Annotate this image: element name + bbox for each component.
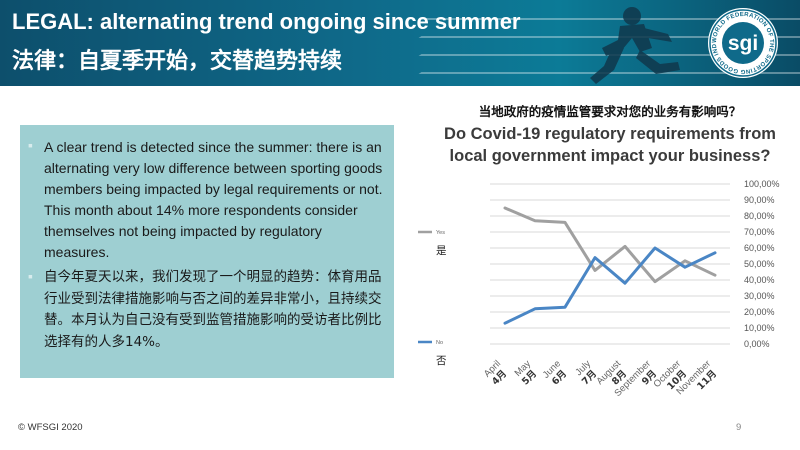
legend-label-zh-yes: 是 <box>436 245 447 257</box>
header-banner: LEGAL: alternating trend ongoing since s… <box>0 0 800 86</box>
bullet-marker: ▪ <box>28 137 33 153</box>
y-tick-label: 100,00% <box>744 179 780 189</box>
y-tick-label: 70,00% <box>744 227 775 237</box>
data-point-yes <box>563 221 567 224</box>
data-point-yes <box>503 206 507 210</box>
summary-text-zh: 自今年夏天以来，我们发现了一个明显的趋势：体育用品行业受到法律措施影响与否之间的… <box>44 269 382 350</box>
y-tick-label: 10,00% <box>744 323 775 333</box>
data-point-no <box>623 282 627 285</box>
legend-label-yes: Yes <box>436 230 445 236</box>
y-tick-label: 20,00% <box>744 307 775 317</box>
data-point-no <box>533 307 537 310</box>
bullet-marker: ▪ <box>28 268 33 284</box>
chart-series <box>503 206 717 325</box>
y-tick-label: 90,00% <box>744 195 775 205</box>
legend-label-zh-no: 否 <box>436 355 447 367</box>
y-tick-label: 40,00% <box>744 275 775 285</box>
data-point-yes <box>653 280 657 283</box>
data-point-yes <box>593 269 597 272</box>
data-point-no <box>683 266 687 269</box>
summary-text-en: A clear trend is detected since the summ… <box>44 139 383 260</box>
y-tick-label: 30,00% <box>744 291 775 301</box>
logo-text: sgi <box>728 32 758 55</box>
summary-textbox: ▪ A clear trend is detected since the su… <box>20 125 394 378</box>
chart-title-zh: 当地政府的疫情监管要求对您的业务有影响吗？ <box>478 104 742 119</box>
data-point-no <box>503 322 507 325</box>
y-tick-label: 0,00% <box>744 339 770 349</box>
y-axis: 0,00% 10,00% 20,00% 30,00% 40,00% 50,00% 60,00… <box>744 179 780 349</box>
y-tick-label: 60,00% <box>744 243 775 253</box>
y-tick-label: 80,00% <box>744 211 775 221</box>
data-point-no <box>593 256 597 259</box>
series-line-no <box>503 246 717 325</box>
y-tick-label: 50,00% <box>744 259 775 269</box>
page-number: 9 <box>736 422 742 433</box>
legend-label-no: No <box>436 340 443 346</box>
data-point-yes <box>683 259 687 262</box>
data-point-yes <box>623 245 627 248</box>
data-point-no <box>563 306 567 309</box>
page-title-en: LEGAL: alternating trend ongoing since s… <box>12 9 521 34</box>
data-point-no <box>653 246 657 250</box>
data-point-yes <box>713 274 717 277</box>
sprinter-silhouette-icon <box>590 7 680 84</box>
wfsgi-logo: WORLD FEDERATION OF THE SPORTING GOODS I… <box>706 6 778 78</box>
page-title-zh: 法律：自夏季开始，交替趋势持续 <box>12 49 343 74</box>
chart-legend: Yes 是 No 否 <box>418 230 447 367</box>
footer-copyright: © WFSGI 2020 <box>18 422 83 433</box>
line-chart: 0,00% 10,00% 20,00% 30,00% 40,00% 50,00% 60,00… <box>418 179 780 399</box>
chart-title-en: Do Covid-19 regulatory requirements from… <box>444 125 776 165</box>
data-point-yes <box>533 219 537 222</box>
data-point-no <box>713 251 717 254</box>
